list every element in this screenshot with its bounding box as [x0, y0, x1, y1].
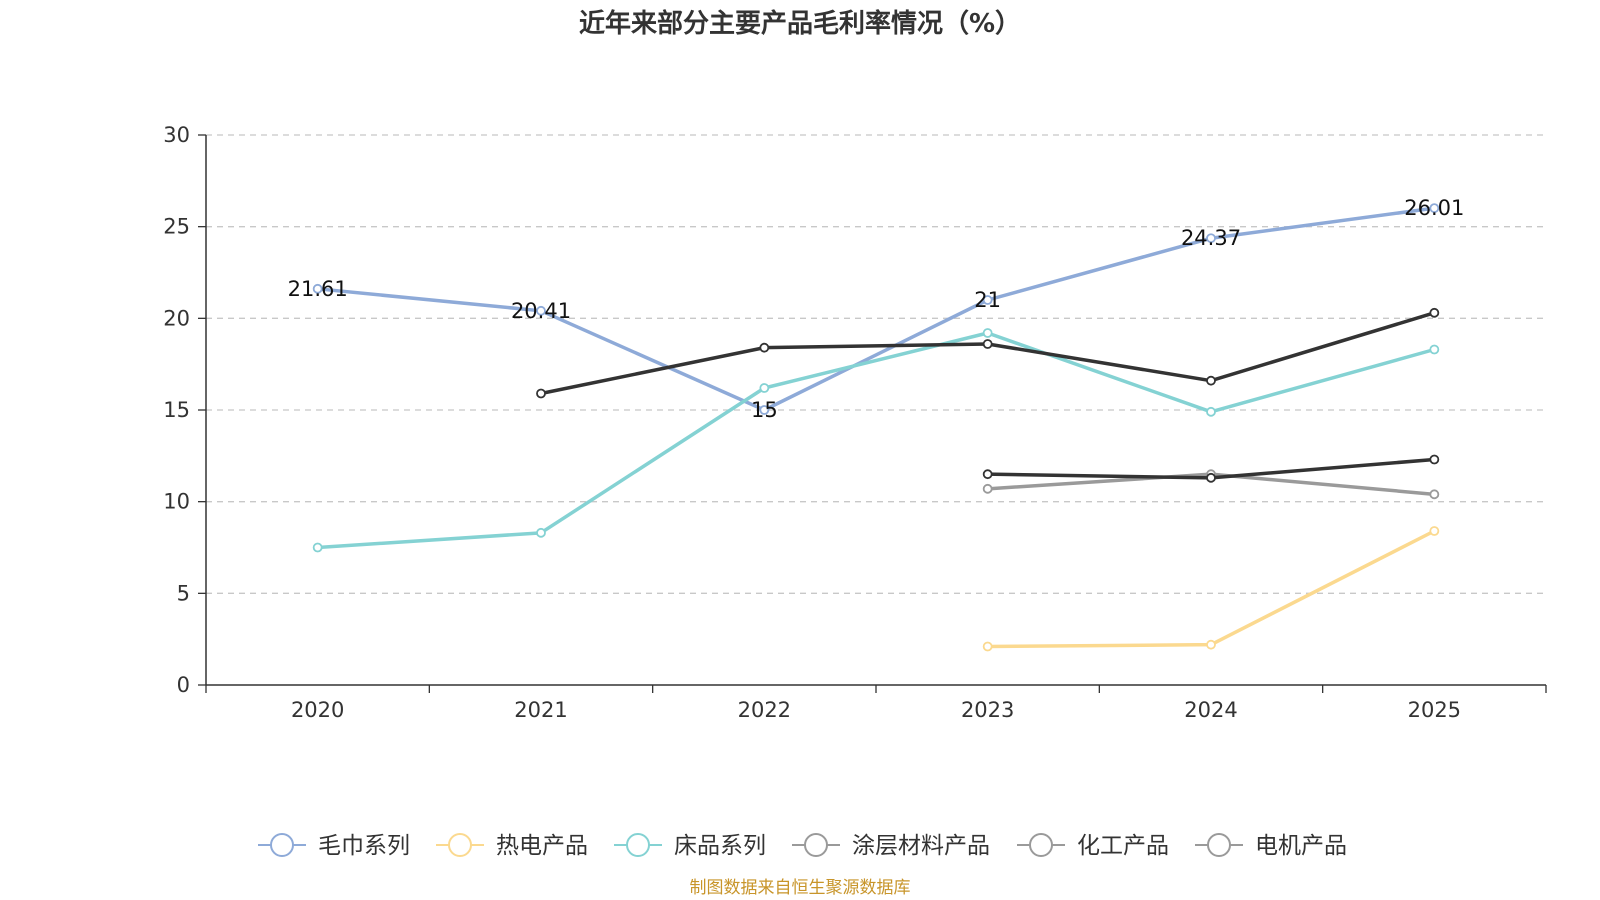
legend-circle-icon	[270, 833, 294, 857]
data-point[interactable]	[982, 469, 993, 480]
data-point[interactable]	[1429, 454, 1440, 465]
x-tick-label: 2020	[291, 698, 344, 722]
chart-title: 近年来部分主要产品毛利率情况（%）	[579, 8, 1021, 39]
legend-circle-icon	[804, 833, 828, 857]
grid-lines	[206, 134, 1546, 594]
data-label: 26.01	[1404, 196, 1464, 220]
data-point[interactable]	[1429, 307, 1440, 318]
data-point[interactable]	[982, 328, 993, 338]
data-point[interactable]	[312, 542, 323, 553]
series-line	[317, 331, 1435, 550]
series-line	[987, 529, 1436, 649]
data-point[interactable]	[536, 527, 546, 538]
series-line	[540, 311, 1435, 396]
data-point[interactable]	[1206, 406, 1216, 417]
series-lines	[312, 203, 1440, 652]
data-point[interactable]	[982, 641, 993, 652]
y-tick-label: 0	[177, 673, 190, 697]
x-tick-label: 2023	[961, 698, 1014, 722]
data-point[interactable]	[536, 305, 546, 316]
data-label: 21	[974, 288, 1001, 312]
data-point[interactable]	[982, 295, 993, 305]
legend-item[interactable]: 涂层材料产品	[792, 833, 990, 859]
series-4	[536, 307, 1440, 399]
legend-circle-icon	[1207, 833, 1231, 857]
legend-item[interactable]: 化工产品	[1017, 833, 1169, 859]
legend-item[interactable]: 毛巾系列	[258, 833, 410, 859]
legend-label: 电机产品	[1255, 833, 1347, 859]
x-tick-label: 2022	[738, 698, 791, 722]
y-tick-label: 30	[163, 123, 190, 147]
legend-item[interactable]: 热电产品	[436, 833, 588, 859]
legend-label: 化工产品	[1077, 833, 1169, 859]
data-labels: 21.61 20.41 15 21 24.37 26.01	[288, 196, 1465, 422]
data-point[interactable]	[536, 388, 546, 399]
data-point[interactable]	[1429, 489, 1440, 500]
data-point[interactable]	[1429, 344, 1440, 355]
data-point[interactable]	[1429, 526, 1440, 536]
source-note: 制图数据来自恒生聚源数据库	[690, 878, 911, 898]
y-tick-label: 15	[163, 398, 190, 422]
series-5	[982, 454, 1440, 483]
data-label: 21.61	[288, 277, 348, 301]
data-label: 24.37	[1181, 226, 1241, 250]
legend-circle-icon	[1029, 833, 1053, 857]
series-2	[312, 328, 1440, 553]
legend-label: 毛巾系列	[318, 833, 410, 859]
data-point[interactable]	[312, 283, 323, 294]
x-tick-label: 2021	[514, 698, 567, 722]
legend-circle-icon	[626, 833, 650, 857]
data-point[interactable]	[759, 383, 770, 393]
data-point[interactable]	[1206, 472, 1216, 483]
y-tick-label: 25	[163, 215, 190, 239]
series-1	[982, 526, 1440, 652]
legend-label: 热电产品	[496, 833, 588, 859]
data-point[interactable]	[982, 483, 993, 494]
data-point[interactable]	[1206, 639, 1216, 650]
legend[interactable]: 毛巾系列 热电产品 床品系列 涂层材料产品 化工产品 电机产品	[258, 833, 1347, 859]
y-tick-label: 5	[177, 581, 190, 605]
data-label: 15	[751, 398, 778, 422]
legend-circle-icon	[448, 833, 472, 857]
data-point[interactable]	[759, 342, 770, 353]
series-0	[312, 203, 1440, 415]
data-point[interactable]	[1206, 233, 1216, 244]
legend-item[interactable]: 电机产品	[1195, 833, 1347, 859]
data-point[interactable]	[982, 339, 993, 349]
y-tick-label: 20	[163, 306, 190, 330]
series-line	[317, 206, 1435, 412]
data-point[interactable]	[759, 405, 770, 415]
legend-label: 涂层材料产品	[852, 833, 990, 859]
legend-label: 床品系列	[674, 833, 766, 859]
legend-item[interactable]: 床品系列	[614, 833, 766, 859]
x-tick-label: 2025	[1408, 698, 1461, 722]
y-tick-label: 10	[163, 490, 190, 514]
data-point[interactable]	[1206, 375, 1216, 386]
x-tick-label: 2024	[1184, 698, 1237, 722]
data-point[interactable]	[1429, 203, 1440, 214]
data-label: 20.41	[511, 299, 571, 323]
